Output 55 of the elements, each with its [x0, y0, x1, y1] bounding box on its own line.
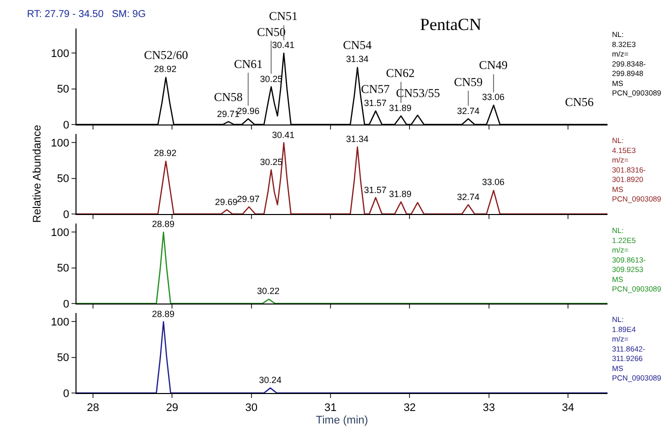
annotation: 29.69	[215, 197, 238, 207]
annotation: CN51	[269, 9, 298, 23]
annotation: 31.57	[364, 185, 387, 195]
annotation: CN62	[386, 66, 415, 80]
annotation: 28.92	[154, 64, 177, 74]
annotation: 31.89	[389, 103, 412, 113]
y-tick-label: 100	[50, 138, 70, 150]
y-tick-label: 100	[50, 316, 70, 329]
annotation: 29.71	[217, 109, 240, 119]
annotation: 32.74	[457, 192, 480, 202]
y-tick-label: 0	[63, 388, 70, 400]
y-tick-label: 50	[56, 262, 70, 275]
y-tick-label: 0	[63, 298, 70, 310]
y-tick-label: 100	[50, 48, 70, 60]
y-tick-label: 50	[56, 352, 70, 364]
x-axis-title: Time (min)	[316, 414, 368, 426]
annotation: 31.57	[364, 98, 387, 108]
x-tick-label: 30	[245, 402, 258, 414]
y-axis-title: Relative Abundance	[32, 124, 44, 223]
y-tick-label: 0	[63, 119, 70, 132]
annotation: 33.06	[482, 177, 505, 187]
y-tick-label: 50	[56, 84, 70, 96]
x-tick-label: 28	[86, 402, 100, 414]
annotation: CN54	[343, 38, 372, 52]
x-tick-label: 34	[562, 402, 574, 414]
x-tick-label: 32	[404, 402, 416, 414]
annotation: 30.22	[257, 286, 280, 296]
annotation: 28.89	[152, 219, 175, 229]
annotation: CN58	[214, 90, 243, 104]
y-tick-label: 50	[56, 173, 70, 186]
annotation: 31.34	[346, 54, 369, 64]
annotation: 28.89	[152, 309, 175, 319]
annotation: CN61	[234, 57, 263, 71]
annotation: 30.24	[259, 375, 282, 385]
annotation: 30.41	[272, 40, 295, 50]
chart-title: PentaCN	[420, 15, 482, 34]
x-tick-label: 29	[166, 402, 178, 414]
annotation: 33.06	[482, 92, 505, 102]
chart-subtitle: RT: 27.79 - 34.50 SM: 9G	[27, 9, 146, 20]
annotation: CN57	[361, 82, 390, 96]
annotation: 32.74	[457, 106, 480, 116]
annotation: CN59	[454, 75, 483, 89]
y-tick-label: 100	[50, 227, 70, 240]
annotation: 30.41	[272, 130, 295, 140]
annotation: CN52/60	[144, 48, 188, 62]
y-tick-label: 0	[63, 208, 70, 221]
annotation: 29.96	[237, 106, 260, 116]
annotation: 31.34	[346, 134, 369, 144]
annotation: CN49	[479, 58, 508, 72]
annotation: CN56	[565, 95, 594, 109]
annotation: 29.97	[237, 194, 260, 204]
x-tick-label: 33	[482, 402, 495, 414]
annotation: 28.92	[154, 148, 177, 158]
annotation: 31.89	[389, 189, 412, 199]
x-tick-label: 31	[324, 402, 337, 414]
